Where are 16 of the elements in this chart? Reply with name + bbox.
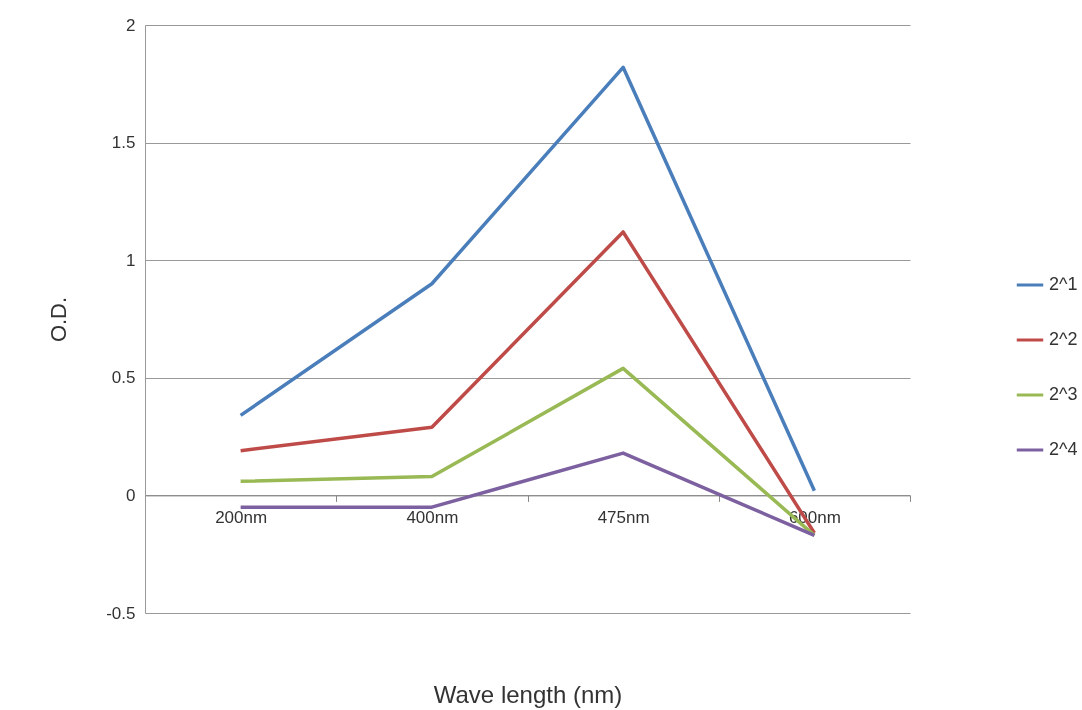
y-tick-label: -0.5 xyxy=(106,603,136,623)
x-tick-label: 200nm xyxy=(215,507,268,527)
y-tick-label: 1.5 xyxy=(111,133,136,153)
legend-label: 2^4 xyxy=(1049,439,1078,459)
legend-label: 2^2 xyxy=(1049,329,1078,349)
x-axis-title: Wave length (nm) xyxy=(433,680,623,708)
legend-label: 2^1 xyxy=(1049,274,1078,294)
y-tick-label: 0 xyxy=(126,485,136,505)
y-tick-label: 0.5 xyxy=(111,368,136,388)
legend-label: 2^3 xyxy=(1049,384,1078,404)
y-axis-title: O.D. xyxy=(46,296,72,343)
line-series xyxy=(238,65,817,493)
y-tick-label: 1 xyxy=(126,250,136,270)
y-tick-label: 2 xyxy=(126,15,136,35)
x-tick-label: 475nm xyxy=(597,507,650,527)
x-tick-label: 400nm xyxy=(406,507,459,527)
